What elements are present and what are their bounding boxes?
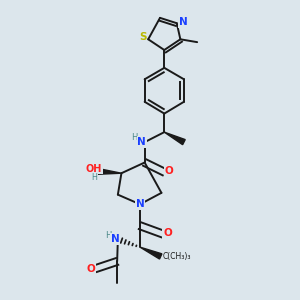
Polygon shape xyxy=(140,247,162,259)
Text: OH: OH xyxy=(86,164,102,174)
Text: S: S xyxy=(139,32,147,43)
Text: N: N xyxy=(111,234,119,244)
Text: H: H xyxy=(131,134,138,142)
Polygon shape xyxy=(98,169,122,174)
Text: N: N xyxy=(137,137,146,147)
Text: N: N xyxy=(136,199,144,209)
Text: H: H xyxy=(91,173,97,182)
Text: N: N xyxy=(179,17,188,28)
Text: C(CH₃)₃: C(CH₃)₃ xyxy=(162,252,190,261)
Text: H: H xyxy=(105,231,111,240)
Text: O: O xyxy=(163,228,172,238)
Text: O: O xyxy=(86,264,95,274)
Polygon shape xyxy=(164,132,185,145)
Text: O: O xyxy=(165,167,174,176)
